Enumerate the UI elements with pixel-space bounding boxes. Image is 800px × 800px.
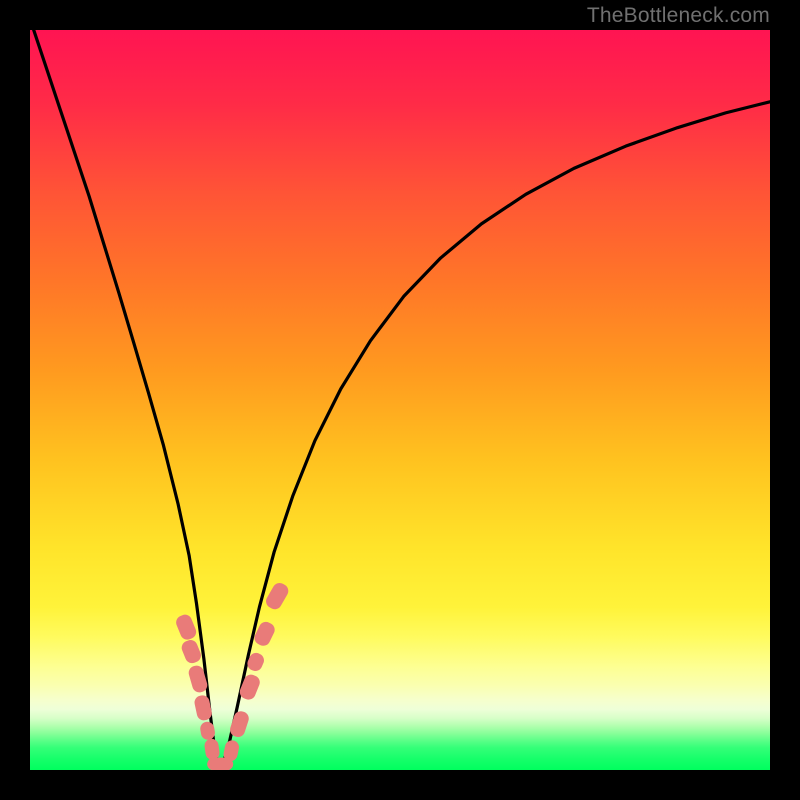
- watermark-text: TheBottleneck.com: [587, 4, 770, 28]
- frame-left: [0, 0, 30, 800]
- frame-right: [770, 0, 800, 800]
- gradient-background: [30, 30, 770, 770]
- chart-svg: [30, 30, 770, 770]
- plot-area: [30, 30, 770, 770]
- frame-bottom: [0, 770, 800, 800]
